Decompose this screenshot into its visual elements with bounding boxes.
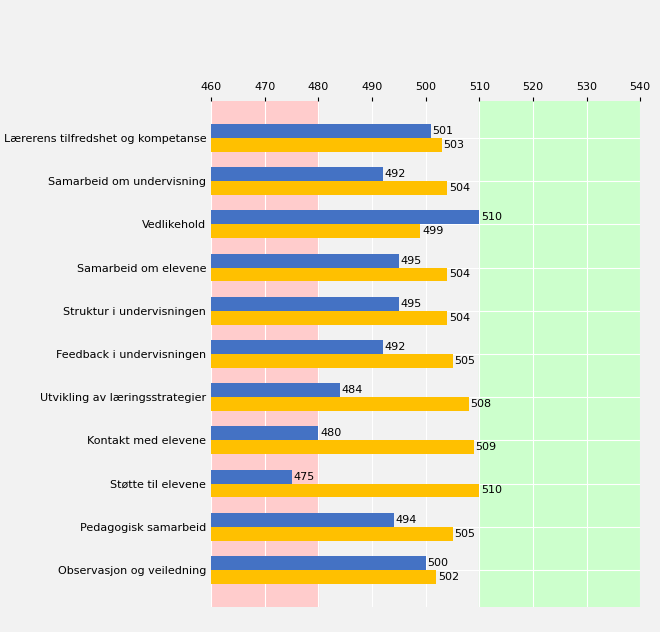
Text: 501: 501: [433, 126, 453, 136]
Bar: [211, 297, 399, 311]
Bar: [211, 470, 292, 483]
Bar: [211, 311, 447, 325]
Bar: [211, 138, 442, 152]
Bar: [211, 556, 426, 570]
Bar: [211, 427, 318, 441]
Bar: [211, 513, 393, 526]
Text: 475: 475: [293, 471, 315, 482]
Text: 505: 505: [454, 528, 475, 538]
Bar: [211, 340, 383, 354]
Bar: [211, 483, 479, 497]
Bar: [211, 383, 340, 397]
Bar: [211, 224, 420, 238]
Bar: [211, 253, 399, 267]
Bar: [211, 181, 447, 195]
Text: 508: 508: [470, 399, 491, 409]
Bar: [211, 397, 469, 411]
Text: 500: 500: [427, 558, 448, 568]
Bar: [211, 267, 447, 281]
Text: 484: 484: [341, 386, 363, 395]
Bar: [211, 167, 383, 181]
Text: 502: 502: [438, 572, 459, 582]
Text: 495: 495: [401, 255, 422, 265]
Text: 510: 510: [481, 212, 502, 222]
Text: 480: 480: [320, 428, 341, 439]
Bar: [211, 441, 474, 454]
Text: 503: 503: [444, 140, 465, 150]
Bar: [211, 101, 318, 607]
Text: 499: 499: [422, 226, 444, 236]
Text: 492: 492: [384, 169, 406, 179]
Text: 510: 510: [481, 485, 502, 495]
Text: 492: 492: [384, 342, 406, 352]
Text: 505: 505: [454, 356, 475, 366]
Text: 504: 504: [449, 183, 470, 193]
Text: 504: 504: [449, 313, 470, 322]
Bar: [211, 124, 431, 138]
Text: 504: 504: [449, 269, 470, 279]
Text: 494: 494: [395, 515, 416, 525]
Bar: [479, 101, 640, 607]
Bar: [211, 526, 453, 540]
Text: 495: 495: [401, 299, 422, 309]
Bar: [211, 354, 453, 368]
Text: 509: 509: [476, 442, 497, 453]
Bar: [211, 570, 436, 584]
Bar: [211, 210, 479, 224]
